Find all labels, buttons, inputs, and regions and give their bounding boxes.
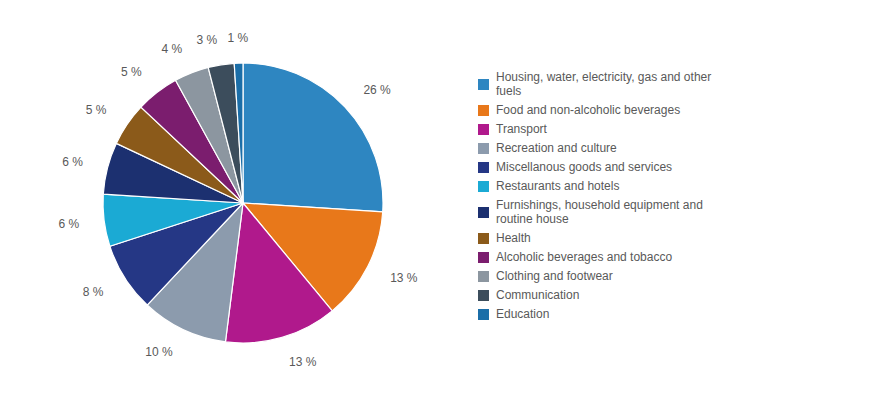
svg-text:13 %: 13 % — [390, 271, 418, 285]
html-text:Furnishings, household equipme: Furnishings, household equipment and — [496, 198, 703, 212]
svg-text:10 %: 10 % — [145, 345, 173, 359]
svg-text:13 %: 13 % — [289, 355, 317, 369]
html-text:Housing, water, electricity, g: Housing, water, electricity, gas and oth… — [496, 70, 712, 84]
html-text:routine house: routine house — [496, 212, 569, 226]
html-text:fuels: fuels — [496, 84, 522, 98]
svg-text:3 %: 3 % — [196, 33, 217, 47]
html-text:Food and non-alcoholic beverag: Food and non-alcoholic beverages — [496, 103, 681, 117]
html-text:Clothing and footwear: Clothing and footwear — [496, 269, 613, 283]
svg-text:6 %: 6 % — [62, 155, 83, 169]
svg-text:5 %: 5 % — [86, 103, 107, 117]
svg-text:8 %: 8 % — [83, 285, 104, 299]
svg-text:1 %: 1 % — [227, 31, 248, 45]
html-text:Restaurants and hotels: Restaurants and hotels — [496, 179, 620, 193]
svg-text:4 %: 4 % — [161, 42, 182, 56]
svg-text:5 %: 5 % — [121, 65, 142, 79]
html-text:Communication: Communication — [496, 288, 580, 302]
html-text:Education: Education — [496, 307, 550, 321]
html-text:Recreation and culture: Recreation and culture — [496, 141, 617, 155]
svg-text:6 %: 6 % — [58, 217, 79, 231]
html-text:Alcoholic beverages and tobacc: Alcoholic beverages and tobacco — [496, 250, 673, 264]
html-text:Miscellanous goods and service: Miscellanous goods and services — [496, 160, 673, 174]
svg-text:26 %: 26 % — [363, 83, 391, 97]
html-text:Transport: Transport — [496, 122, 547, 136]
html-text:Health: Health — [496, 231, 531, 245]
